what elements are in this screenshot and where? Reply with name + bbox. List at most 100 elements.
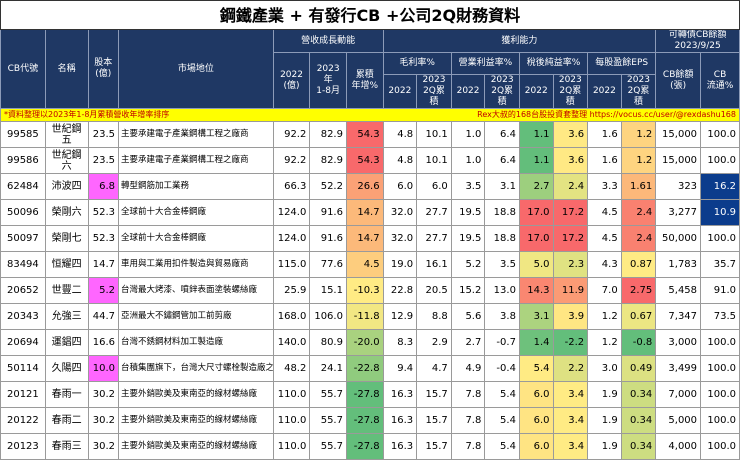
gross-margin-2023: 20.5 [416,277,452,304]
column-header: 累積 年增% [345,52,384,109]
eps-2022: 3.0 [587,355,622,382]
cb-outstanding: 100.0 [700,381,740,408]
name: 世紀鋼五 [44,121,89,148]
revenue-growth: 26.6 [345,173,384,200]
market-position: 轉型鋼筋加工業務 [118,173,274,200]
name: 春雨三 [44,433,89,460]
cb-code: 62484 [0,173,46,200]
data-row: 20652 世豐二 5.2 台灣最大烤漆、噴鋅表面塗裝螺絲廠 25.9 15.1 -10.3… [0,277,740,304]
gross-margin-2023: 15.7 [416,433,452,460]
cb-code: 50097 [0,225,46,252]
operating-margin-2022: 7.8 [450,407,486,434]
name: 世豐二 [44,277,89,304]
capital: 6.8 [87,173,120,200]
market-position: 主要外銷歐美及東南亞的線材螺絲廠 [118,407,274,434]
data-row: 20694 運錩四 16.6 台灣不銹鋼材料加工製造廠 140.0 80.9 -20.0 8.… [0,329,740,356]
column-header: 2023年 1-8月 [309,52,347,109]
year-header: 2022 [450,74,486,109]
revenue-2023: 55.7 [309,381,347,408]
operating-margin-2022: 19.5 [450,199,486,226]
cb-code: 20694 [0,329,46,356]
net-margin-2022: 1.4 [518,329,554,356]
data-row: 83494 恒耀四 14.7 車用與工業用扣件製造與貿易廠商 115.0 77.6 4.5 1… [0,251,740,278]
cb-code: 50096 [0,199,46,226]
gross-margin-2022: 6.0 [382,173,418,200]
net-margin-2022: 6.0 [518,407,554,434]
eps-2023: 0.34 [620,433,657,460]
name: 允強三 [44,303,89,330]
cb-balance: 5,000 [655,407,702,434]
operating-margin-2022: 1.0 [450,147,486,174]
net-margin-2023: 3.4 [552,381,589,408]
cb-code: 83494 [0,251,46,278]
name: 春雨一 [44,381,89,408]
net-margin-2022: 6.0 [518,433,554,460]
capital: 52.3 [87,225,120,252]
capital: 14.7 [87,251,120,278]
revenue-2022: 110.0 [272,381,311,408]
data-row: 50097 榮剛七 52.3 全球前十大合金棒鋼廠 124.0 91.6 14.7 32.0 2… [0,225,740,252]
operating-margin-2022: 4.9 [450,355,486,382]
year-header: 2023 2Q累積 [416,74,452,109]
eps-2022: 1.9 [587,407,622,434]
gross-margin-2023: 16.1 [416,251,452,278]
revenue-2022: 48.2 [272,355,311,382]
operating-margin-2023: 13.0 [484,277,520,304]
cb-balance: 7,347 [655,303,702,330]
operating-margin-2022: 7.8 [450,381,486,408]
operating-margin-2023: -0.7 [484,329,520,356]
net-margin-2023: 3.6 [552,121,589,148]
market-position: 主要外銷歐美及東南亞的線材螺絲廠 [118,433,274,460]
eps-2022: 1.2 [587,329,622,356]
revenue-growth: -27.8 [345,407,384,434]
eps-2023: 0.49 [620,355,657,382]
eps-2023: 0.34 [620,381,657,408]
cb-balance: 323 [655,173,702,200]
gross-margin-2022: 32.0 [382,225,418,252]
operating-margin-2023: 3.8 [484,303,520,330]
eps-2023: 1.2 [620,147,657,174]
cb-balance: 3,277 [655,199,702,226]
eps-2023: 1.2 [620,121,657,148]
net-margin-2022: 1.1 [518,121,554,148]
revenue-2022: 25.9 [272,277,311,304]
capital: 52.3 [87,199,120,226]
eps-2023: 2.4 [620,225,657,252]
cb-balance: 4,000 [655,433,702,460]
revenue-growth: -10.3 [345,277,384,304]
market-position: 主要承建電子產業鋼構工程之廠商 [118,147,274,174]
operating-margin-2023: 6.4 [484,147,520,174]
market-position: 台灣最大烤漆、噴鋅表面塗裝螺絲廠 [118,277,274,304]
column-header: 營業利益率% [450,52,520,75]
net-margin-2022: 6.0 [518,381,554,408]
market-position: 全球前十大合金棒鋼廠 [118,199,274,226]
capital: 30.2 [87,407,120,434]
revenue-2023: 82.9 [309,121,347,148]
cb-code: 99586 [0,147,46,174]
eps-2022: 3.3 [587,173,622,200]
cb-outstanding: 91.0 [700,277,740,304]
revenue-2022: 168.0 [272,303,311,330]
revenue-2022: 92.2 [272,121,311,148]
eps-2023: 1.61 [620,173,657,200]
gross-margin-2022: 19.0 [382,251,418,278]
revenue-2023: 91.6 [309,225,347,252]
eps-2022: 1.6 [587,147,622,174]
data-row: 20343 允強三 44.7 亞洲最大不鏽鋼管加工前剪廠 168.0 106.0 -11.8… [0,303,740,330]
cb-balance: 50,000 [655,225,702,252]
cb-outstanding: 100.0 [700,355,740,382]
market-position: 主要承建電子產業鋼構工程之廠商 [118,121,274,148]
cb-code: 20122 [0,407,46,434]
data-row: 50114 久陽四 10.0 台積集團旗下，台灣大尺寸螺栓製造廠之一 48.2 24.1-… [0,355,740,382]
cb-outstanding: 100.0 [700,329,740,356]
cb-outstanding: 100.0 [700,407,740,434]
cb-code: 20121 [0,381,46,408]
column-header: 稅後純益率% [518,52,589,75]
revenue-2023: 80.9 [309,329,347,356]
net-margin-2022: 14.3 [518,277,554,304]
capital: 30.2 [87,433,120,460]
name: 沛波四 [44,173,89,200]
revenue-2022: 66.3 [272,173,311,200]
operating-margin-2022: 3.5 [450,173,486,200]
